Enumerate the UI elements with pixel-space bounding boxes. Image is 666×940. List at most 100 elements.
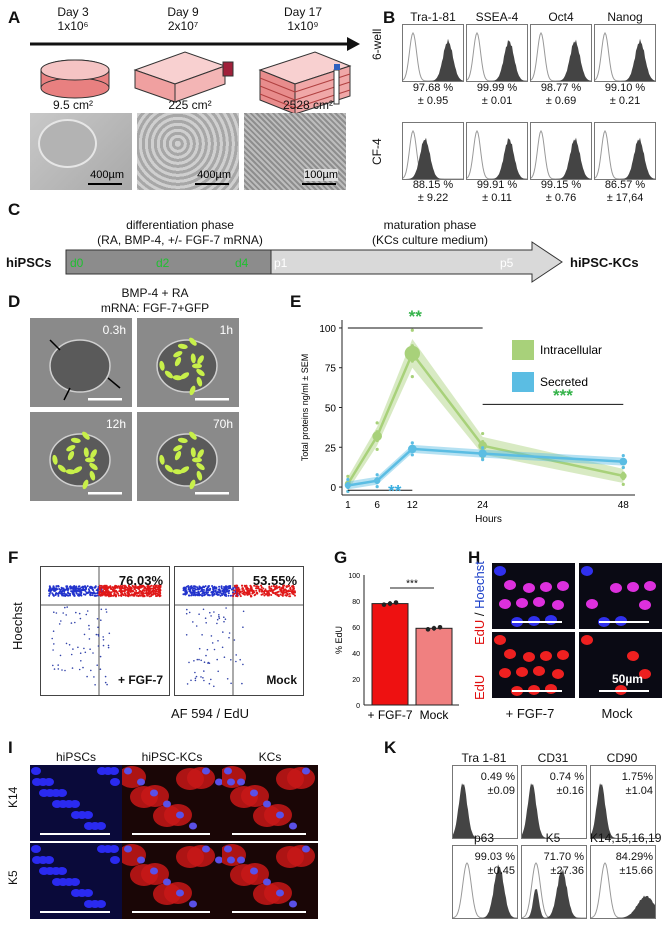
e-rep-1-3-2 [481, 450, 485, 454]
k-hist-3: 99.03 % ±0.45 [452, 845, 518, 919]
histogram-b-svg-r1-c3 [594, 129, 655, 180]
histogram-b-svg-r0-c1 [466, 31, 527, 82]
panel-label-f: F [8, 548, 19, 567]
e-legend-label-0: Intracellular [540, 343, 602, 357]
e-rep-1-0-1 [346, 485, 350, 490]
i-row-k5: K5 [6, 870, 20, 885]
day17-label: Day 17 1x10⁹ [283, 5, 323, 33]
scale-bar-3 [302, 183, 336, 185]
e-ytick-label: 50 [325, 404, 337, 415]
edu-cells-0 [494, 566, 569, 627]
k-name-4: K5 [545, 831, 561, 845]
flow-pct-0: 76.03% [118, 573, 163, 588]
keratin-tile-1-2 [222, 843, 318, 919]
e-point-1-4 [619, 457, 628, 466]
e-rep-0-2-3 [410, 328, 414, 332]
e-sig-bottom: ** [388, 482, 402, 501]
e-point-1-3 [478, 449, 487, 458]
e-xtick-label: 12 [407, 500, 419, 511]
e-rep-0-4-2 [621, 471, 625, 475]
protein-line-chart: 0 25 50 75 100 1 6 12 24 48 Hours Total proteins ng… [300, 307, 635, 525]
micrograph-day3: 400µm [30, 113, 132, 190]
k-name-3: p63 [473, 831, 495, 845]
edu-cells-2 [494, 635, 569, 696]
e-rep-1-2-3 [410, 441, 414, 445]
k-stat-value-2: 1.75% [621, 771, 653, 783]
keratin-cells-1-1 [122, 844, 222, 913]
histogram-b-svg-r1-c1 [466, 129, 527, 180]
timelapse-tile-0: 0.3h [30, 318, 132, 407]
keratin-cells-0-2 [222, 766, 315, 835]
keratin-cells-1-2 [222, 844, 315, 913]
e-rep-1-3-3 [481, 446, 485, 450]
e-point-1-1 [373, 477, 381, 484]
k-stat-4: 71.70 % ±27.36 [544, 850, 584, 878]
keratin-tile-0-1 [122, 765, 222, 841]
flow-plot-0: 76.03% + FGF-7 [40, 566, 170, 696]
panel-label-c: C [8, 200, 21, 219]
flow-plot-1: 53.55% Mock [174, 566, 304, 696]
micrograph-day9: 400µm [137, 113, 239, 190]
e-point-0-3 [478, 441, 488, 451]
e-rep-0-2-0 [410, 375, 414, 379]
panel-d-title: BMP-4 + RA mRNA: FGF-7+GFP [100, 286, 210, 315]
flow-plot-svg-1 [175, 567, 303, 695]
h-cat-mock: Mock [601, 706, 633, 721]
keratin-cells-1-0 [31, 845, 120, 913]
e-rep-1-2-1 [410, 449, 414, 453]
e-rep-1-2-0 [410, 453, 414, 457]
marker-nanog: Nanog [607, 10, 643, 24]
timeline-arrow-graphic [30, 37, 360, 115]
g-bar-0 [371, 603, 409, 706]
e-rep-0-3-3 [481, 431, 485, 436]
e-ytick-label: 100 [319, 324, 336, 335]
e-rep-0-1-3 [375, 421, 379, 425]
scale-label-1: 400µm [90, 169, 124, 181]
e-rep-1-1-2 [375, 477, 379, 481]
stat-6well-ssea: 99.99 % ± 0.01 [476, 82, 518, 107]
histogram-b-r0-c2 [530, 24, 592, 82]
histogram-b-r1-c3 [594, 122, 656, 180]
e-sig-top: ** [409, 307, 423, 326]
stat-cf4-nanog: 86.57 % ± 17,64 [604, 179, 646, 204]
e-xtick-label: 1 [345, 500, 351, 511]
mark-p1: p1 [274, 256, 288, 270]
k-hist-0: 0.49 % ±0.09 [452, 765, 518, 839]
k-name-1: CD31 [537, 751, 569, 765]
start-label: hiPSCs [6, 255, 52, 270]
edu-cells-1 [581, 566, 656, 627]
k-stat-3: 99.03 % ±0.45 [475, 850, 515, 878]
i-col-hipsc-kcs: hiPSC-KCs [141, 750, 203, 764]
k-stat-sd-0: ±0.09 [487, 785, 515, 797]
histogram-b-svg-r0-c0 [402, 31, 463, 82]
g-ylabel: % EdU [334, 626, 344, 654]
k-hist-1: 0.74 % ±0.16 [521, 765, 587, 839]
e-rep-0-2-1 [410, 359, 414, 363]
marker-ssea-4: SSEA-4 [475, 10, 519, 24]
timelapse-tile-3: 70h [137, 412, 239, 501]
e-point-1-2 [408, 444, 417, 454]
i-col-hipscs: hiPSCs [55, 750, 96, 764]
e-rep-1-3-0 [481, 458, 485, 462]
scale-label-2: 400µm [197, 169, 231, 181]
flow-pct-1: 53.55% [252, 573, 297, 588]
e-xtick-label: 6 [374, 500, 380, 511]
histogram-b-r0-c3 [594, 24, 656, 82]
h-label-top: EdU / Hoechst [472, 561, 487, 645]
k-hist-svg-0 [453, 783, 517, 838]
timelapse-time-2: 12h [105, 417, 126, 431]
e-rep-1-2-2 [410, 445, 414, 449]
flow-cond-1: Mock [266, 673, 297, 687]
k-stat-5: 84.29% ±15.66 [616, 850, 653, 878]
histogram-b-r0-c0 [402, 24, 464, 82]
g-dot-1-0 [425, 627, 431, 632]
e-ytick-label: 0 [330, 483, 336, 494]
marker-oct4: Oct4 [548, 10, 574, 24]
e-rep-0-3-2 [481, 440, 485, 444]
k-stat-1: 0.74 % ±0.16 [550, 770, 584, 798]
f-ylabel: Hoechst [10, 602, 25, 650]
phase2-label: maturation phase (KCs culture medium) [371, 218, 489, 247]
timelapse-time-0: 0.3h [102, 323, 126, 337]
e-rep-1-1-1 [375, 481, 379, 485]
keratin-tile-1-0 [30, 843, 122, 919]
